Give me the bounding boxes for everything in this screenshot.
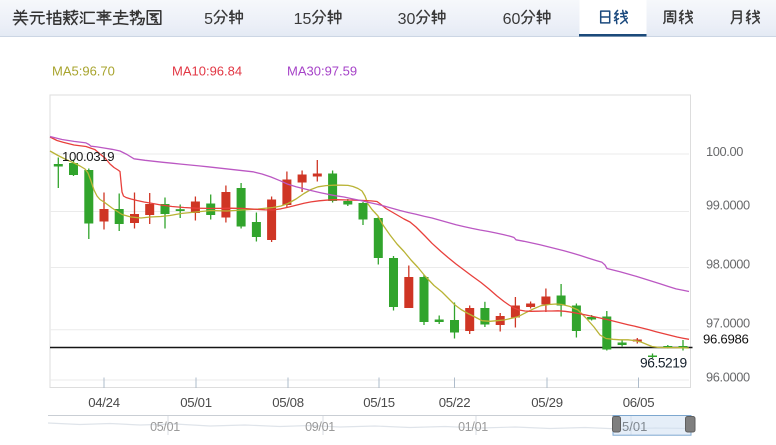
svg-text:60: 60 xyxy=(503,11,521,28)
svg-text:01/01: 01/01 xyxy=(458,420,488,434)
svg-text:MA30:97.59: MA30:97.59 xyxy=(287,64,357,79)
svg-text:99.0000: 99.0000 xyxy=(706,198,750,213)
svg-text:5: 5 xyxy=(204,11,213,28)
svg-text:97.0000: 97.0000 xyxy=(706,316,750,331)
svg-text:04/24: 04/24 xyxy=(88,395,120,410)
svg-text:09/01: 09/01 xyxy=(305,420,335,434)
svg-text:MA10:96.84: MA10:96.84 xyxy=(172,64,242,79)
svg-text:15: 15 xyxy=(294,11,312,28)
svg-text:05/15: 05/15 xyxy=(363,395,395,410)
svg-text:5/01: 5/01 xyxy=(622,419,647,434)
svg-text:05/22: 05/22 xyxy=(439,395,471,410)
svg-text:100.0319: 100.0319 xyxy=(62,149,114,164)
svg-text:05/01: 05/01 xyxy=(150,420,180,434)
svg-text:MA5:96.70: MA5:96.70 xyxy=(52,64,115,79)
svg-text:96.5219: 96.5219 xyxy=(640,356,687,371)
svg-text:98.0000: 98.0000 xyxy=(706,257,750,272)
svg-text:96.6986: 96.6986 xyxy=(703,332,749,347)
svg-text:06/05: 06/05 xyxy=(623,395,655,410)
svg-text:05/01: 05/01 xyxy=(180,395,212,410)
svg-text:96.0000: 96.0000 xyxy=(706,370,750,385)
svg-text:30: 30 xyxy=(398,11,416,28)
svg-text:05/29: 05/29 xyxy=(531,395,563,410)
svg-text:05/08: 05/08 xyxy=(272,395,304,410)
svg-text:100.00: 100.00 xyxy=(706,144,743,159)
